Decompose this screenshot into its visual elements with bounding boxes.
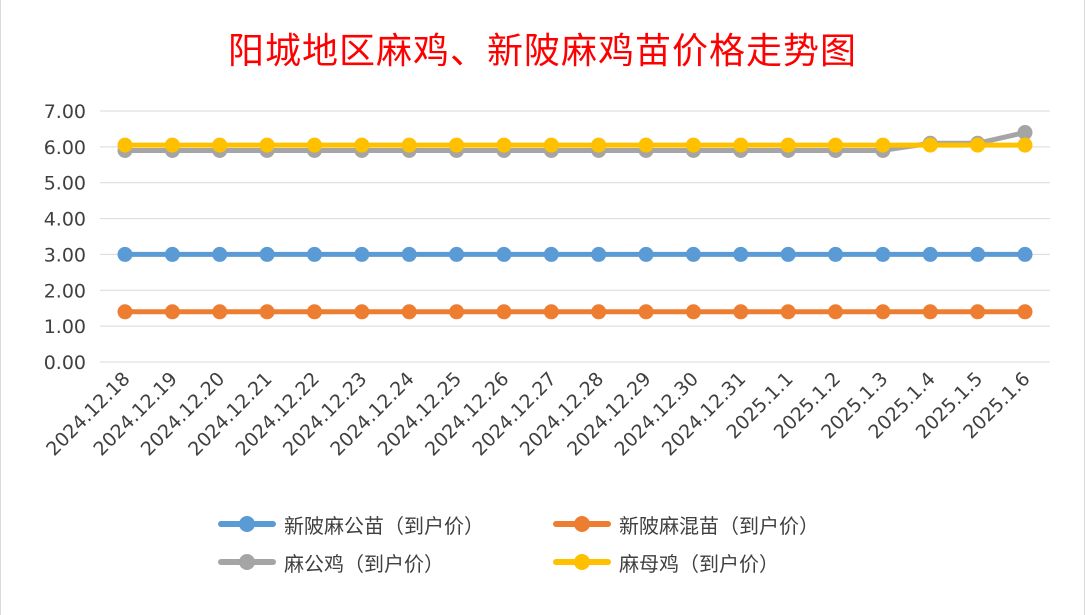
data-point[interactable] xyxy=(354,137,370,153)
data-point[interactable] xyxy=(638,246,654,262)
data-point[interactable] xyxy=(1017,304,1033,320)
data-point[interactable] xyxy=(828,246,844,262)
legend-label: 麻母鸡（到户价） xyxy=(619,551,779,576)
data-point[interactable] xyxy=(117,137,133,153)
data-point[interactable] xyxy=(875,304,891,320)
data-point[interactable] xyxy=(496,304,512,320)
data-point[interactable] xyxy=(117,246,133,262)
data-point[interactable] xyxy=(970,304,986,320)
y-tick-label: 5.00 xyxy=(44,173,86,195)
data-point[interactable] xyxy=(449,246,465,262)
data-point[interactable] xyxy=(306,246,322,262)
data-point[interactable] xyxy=(496,137,512,153)
data-point[interactable] xyxy=(449,137,465,153)
data-point[interactable] xyxy=(591,246,607,262)
legend-label: 麻公鸡（到户价） xyxy=(284,551,444,576)
data-point[interactable] xyxy=(1017,125,1033,141)
data-point[interactable] xyxy=(164,246,180,262)
legend-swatch-series-2 xyxy=(218,554,276,570)
data-point[interactable] xyxy=(780,246,796,262)
y-axis-tick-labels: 0.00 1.00 2.00 3.00 4.00 5.00 6.00 7.00 xyxy=(44,101,86,374)
series-0 xyxy=(117,246,1033,262)
legend-label: 新陂麻公苗（到户价） xyxy=(284,513,484,538)
y-tick-label: 4.00 xyxy=(44,209,86,231)
data-point[interactable] xyxy=(733,304,749,320)
data-point[interactable] xyxy=(354,246,370,262)
data-point[interactable] xyxy=(591,137,607,153)
x-axis-tick-labels: 2024.12.182024.12.192024.12.202024.12.21… xyxy=(42,368,1034,460)
data-point[interactable] xyxy=(212,246,228,262)
legend-marker-icon xyxy=(574,554,590,570)
legend-item-series-1[interactable]: 新陂麻混苗（到户价） xyxy=(553,512,888,538)
data-point[interactable] xyxy=(164,137,180,153)
series-line xyxy=(122,130,1028,153)
y-tick-label: 0.00 xyxy=(44,352,86,374)
data-point[interactable] xyxy=(685,304,701,320)
data-point[interactable] xyxy=(259,304,275,320)
data-point[interactable] xyxy=(1017,246,1033,262)
data-point[interactable] xyxy=(449,304,465,320)
series-1 xyxy=(117,304,1033,320)
data-point[interactable] xyxy=(212,137,228,153)
data-point[interactable] xyxy=(875,246,891,262)
data-point[interactable] xyxy=(306,304,322,320)
data-point[interactable] xyxy=(259,246,275,262)
data-point[interactable] xyxy=(543,137,559,153)
data-point[interactable] xyxy=(685,137,701,153)
y-tick-label: 2.00 xyxy=(44,280,86,302)
data-point[interactable] xyxy=(638,304,654,320)
legend: 新陂麻公苗（到户价） 新陂麻混苗（到户价） 麻公鸡（到户价） 麻母鸡（到户价） xyxy=(218,512,918,576)
data-point[interactable] xyxy=(638,137,654,153)
data-point[interactable] xyxy=(401,137,417,153)
legend-marker-icon xyxy=(574,516,590,532)
y-tick-label: 7.00 xyxy=(44,101,86,123)
data-point[interactable] xyxy=(164,304,180,320)
series-2 xyxy=(117,125,1033,158)
data-point[interactable] xyxy=(306,137,322,153)
data-point[interactable] xyxy=(591,304,607,320)
data-point[interactable] xyxy=(828,304,844,320)
data-point[interactable] xyxy=(875,137,891,153)
legend-swatch-series-3 xyxy=(553,554,611,570)
data-point[interactable] xyxy=(354,304,370,320)
data-point[interactable] xyxy=(496,246,512,262)
chart-title: 阳城地区麻鸡、新陂麻鸡苗价格走势图 xyxy=(227,31,857,72)
legend-item-series-0[interactable]: 新陂麻公苗（到户价） xyxy=(218,512,553,538)
series-3 xyxy=(117,137,1033,153)
data-point[interactable] xyxy=(1017,137,1033,153)
data-point[interactable] xyxy=(259,137,275,153)
data-point[interactable] xyxy=(780,304,796,320)
data-point[interactable] xyxy=(401,304,417,320)
data-point[interactable] xyxy=(543,304,559,320)
data-point[interactable] xyxy=(780,137,796,153)
legend-item-series-2[interactable]: 麻公鸡（到户价） xyxy=(218,550,553,576)
data-point[interactable] xyxy=(970,137,986,153)
data-point[interactable] xyxy=(543,246,559,262)
data-point[interactable] xyxy=(922,137,938,153)
legend-swatch-series-0 xyxy=(218,516,276,532)
data-point[interactable] xyxy=(117,304,133,320)
data-point[interactable] xyxy=(733,246,749,262)
data-point[interactable] xyxy=(212,304,228,320)
legend-marker-icon xyxy=(239,516,255,532)
data-point[interactable] xyxy=(685,246,701,262)
legend-item-series-3[interactable]: 麻母鸡（到户价） xyxy=(553,550,888,576)
data-point[interactable] xyxy=(733,137,749,153)
data-point[interactable] xyxy=(922,304,938,320)
data-point[interactable] xyxy=(970,246,986,262)
data-point[interactable] xyxy=(922,246,938,262)
legend-label: 新陂麻混苗（到户价） xyxy=(619,513,819,538)
data-point[interactable] xyxy=(401,246,417,262)
series-layer xyxy=(117,125,1033,320)
legend-swatch-series-1 xyxy=(553,516,611,532)
y-tick-label: 1.00 xyxy=(44,316,86,338)
y-tick-label: 6.00 xyxy=(44,137,86,159)
data-point[interactable] xyxy=(828,137,844,153)
legend-marker-icon xyxy=(239,554,255,570)
y-tick-label: 3.00 xyxy=(44,244,86,266)
